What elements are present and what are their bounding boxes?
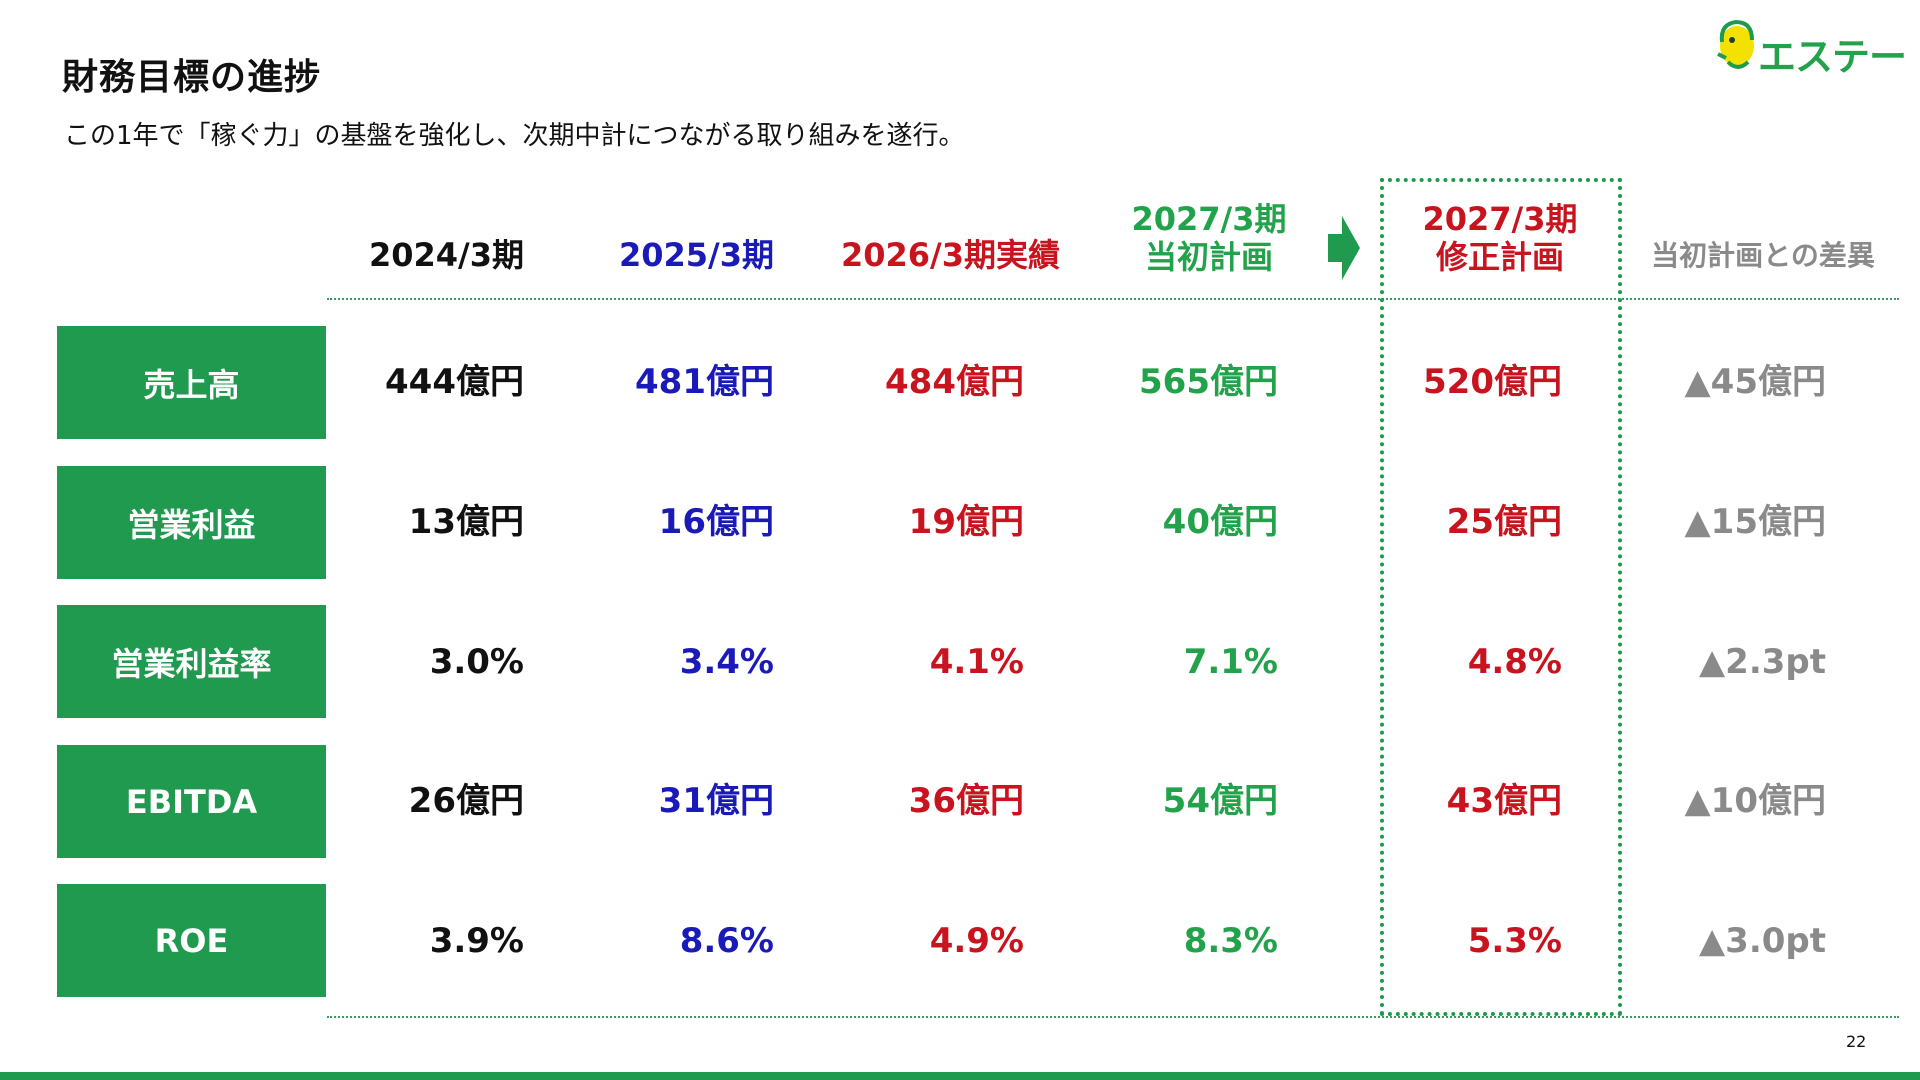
cell-operating-income-2027-original: 40億円 <box>1162 502 1278 542</box>
header-2027-original-line1: 2027/3期 <box>1131 200 1287 238</box>
cell-operating-income-difference: ▲15億円 <box>1684 502 1826 542</box>
cell-operating-income-2025: 16億円 <box>658 502 774 542</box>
bottom-accent-bar <box>0 1072 1920 1080</box>
header-2027-revised-plan: 2027/3期 修正計画 <box>1400 200 1600 276</box>
cell-ebitda-2026: 36億円 <box>908 781 1024 821</box>
cell-roe-difference: ▲3.0pt <box>1699 921 1826 961</box>
header-2027-revised-line1: 2027/3期 <box>1422 200 1578 238</box>
cell-ebitda-2025: 31億円 <box>658 781 774 821</box>
cell-operating-margin-2026: 4.1% <box>929 642 1024 682</box>
table-bottom-divider <box>327 1016 1899 1018</box>
cell-roe-2025: 8.6% <box>679 921 774 961</box>
cell-operating-income-2024: 13億円 <box>408 502 524 542</box>
header-2027-original-plan: 2027/3期 当初計画 <box>1114 200 1304 276</box>
right-arrow-icon <box>1328 216 1360 280</box>
cell-roe-2024: 3.9% <box>429 921 524 961</box>
cell-sales-2026: 484億円 <box>885 362 1024 402</box>
header-2026-actual: 2026/3期実績 <box>840 236 1060 274</box>
cell-ebitda-difference: ▲10億円 <box>1684 781 1826 821</box>
header-2027-revised-line2: 修正計画 <box>1435 238 1564 276</box>
revised-plan-highlight-box <box>1380 178 1622 1016</box>
cell-ebitda-2027-revised: 43億円 <box>1446 781 1562 821</box>
row-label-roe: ROE <box>57 884 326 997</box>
cell-sales-2027-revised: 520億円 <box>1423 362 1562 402</box>
cell-ebitda-2027-original: 54億円 <box>1162 781 1278 821</box>
page-subtitle: この1年で「稼ぐ力」の基盤を強化し、次期中計につながる取り組みを遂行。 <box>64 121 965 151</box>
cell-roe-2027-original: 8.3% <box>1183 921 1278 961</box>
header-2024: 2024/3期 <box>368 236 524 274</box>
cell-operating-income-2026: 19億円 <box>908 502 1024 542</box>
cell-operating-margin-difference: ▲2.3pt <box>1699 642 1826 682</box>
cell-sales-2025: 481億円 <box>635 362 774 402</box>
row-label-sales: 売上高 <box>57 326 326 439</box>
cell-operating-margin-2027-original: 7.1% <box>1183 642 1278 682</box>
logo-text: エステー <box>1758 35 1907 79</box>
header-difference: 当初計画との差異 <box>1651 239 1875 272</box>
header-2027-original-line2: 当初計画 <box>1144 238 1273 276</box>
row-label-operating-income: 営業利益 <box>57 466 326 579</box>
cell-operating-income-2027-revised: 25億円 <box>1446 502 1562 542</box>
cell-sales-2024: 444億円 <box>385 362 524 402</box>
cell-sales-2027-original: 565億円 <box>1139 362 1278 402</box>
page-number: 22 <box>1846 1032 1867 1051</box>
header-2025: 2025/3期 <box>618 236 774 274</box>
cell-roe-2026: 4.9% <box>929 921 1024 961</box>
page-title: 財務目標の進捗 <box>62 57 322 98</box>
header-divider <box>327 298 1899 300</box>
bird-mascot-icon <box>1717 19 1754 69</box>
cell-operating-margin-2025: 3.4% <box>679 642 774 682</box>
cell-operating-margin-2027-revised: 4.8% <box>1467 642 1562 682</box>
cell-sales-difference: ▲45億円 <box>1684 362 1826 402</box>
row-label-operating-margin: 営業利益率 <box>57 605 326 718</box>
row-label-ebitda: EBITDA <box>57 745 326 858</box>
cell-ebitda-2024: 26億円 <box>408 781 524 821</box>
cell-operating-margin-2024: 3.0% <box>429 642 524 682</box>
cell-roe-2027-revised: 5.3% <box>1467 921 1562 961</box>
